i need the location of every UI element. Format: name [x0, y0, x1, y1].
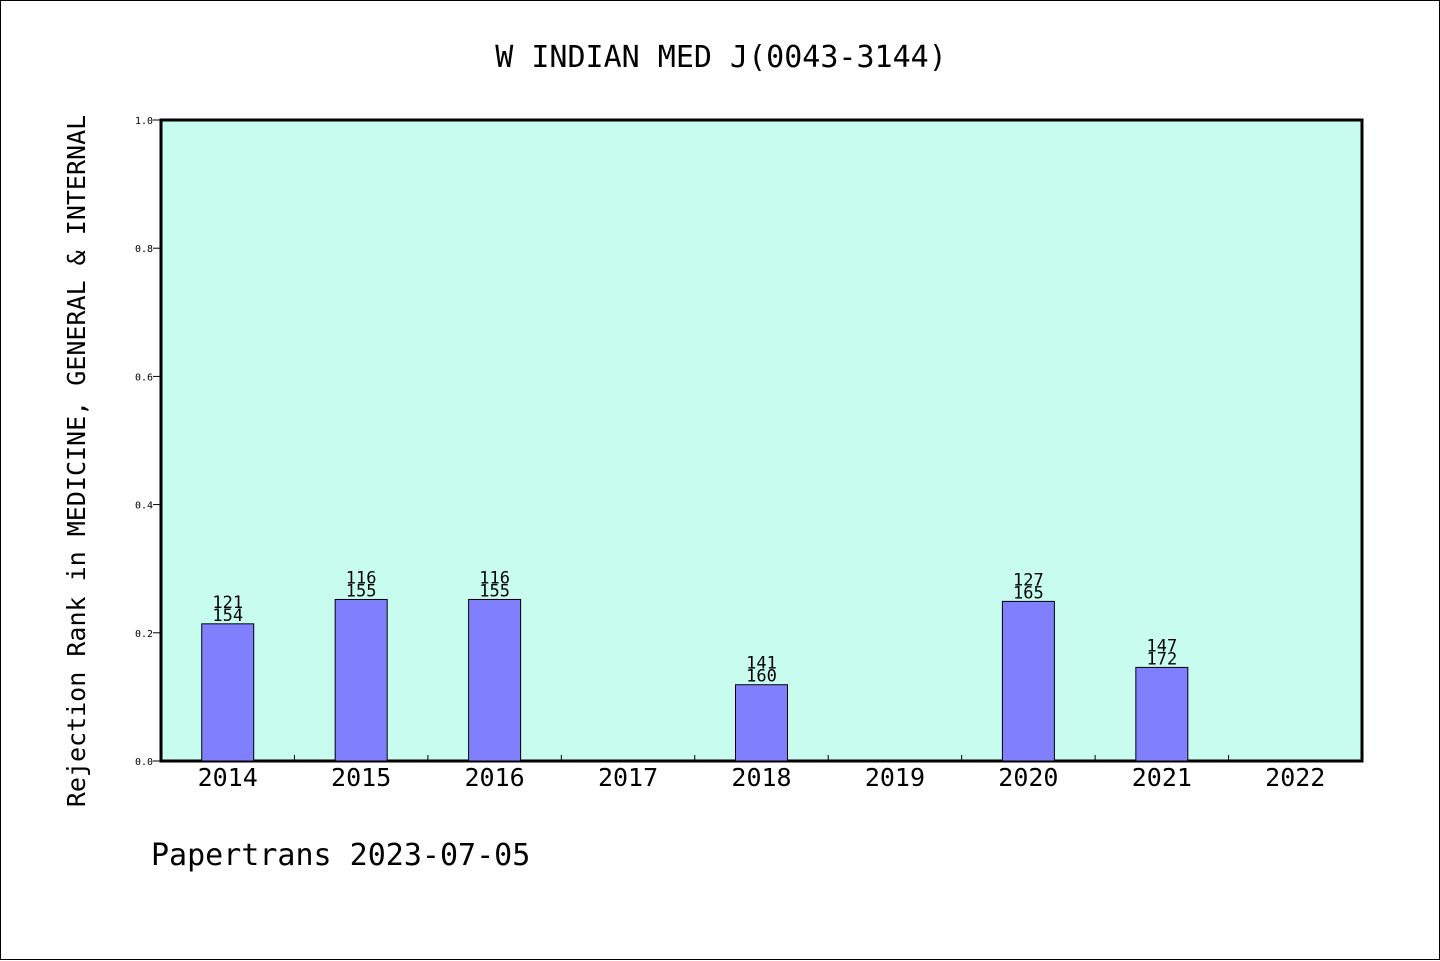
y-tick-label: 0.0: [135, 757, 153, 768]
bar-label-top: 147: [1146, 636, 1177, 656]
bar-label-top: 121: [212, 593, 243, 613]
y-tick-label: 0.6: [135, 372, 153, 383]
bar: [1135, 666, 1189, 762]
x-axis: 2014 2015 2016 2017 2018 2019 2020 2021 2022: [198, 755, 1325, 792]
y-tick-label: 1.0: [135, 116, 153, 127]
bar-label-top: 141: [746, 654, 777, 674]
x-tick-label: 2016: [465, 763, 525, 792]
y-tick-label: 0.2: [135, 629, 153, 640]
bar-label-bottom: 155: [346, 581, 377, 601]
bar: [334, 598, 388, 762]
x-tick-label: 2019: [865, 763, 925, 792]
bar: [1001, 600, 1055, 762]
footer-text: Papertrans 2023-07-05: [151, 838, 530, 873]
x-tick-label: 2021: [1132, 763, 1192, 792]
bar: [468, 598, 522, 762]
x-tick-label: 2022: [1265, 763, 1325, 792]
x-tick-label: 2015: [331, 763, 391, 792]
bar-label-bottom: 160: [746, 667, 777, 687]
bar-label-top: 116: [479, 568, 510, 588]
x-tick-label: 2017: [598, 763, 658, 792]
chart-title: W INDIAN MED J(0043-3144): [495, 40, 947, 75]
x-tick-label: 2020: [998, 763, 1058, 792]
bar-label-bottom: 155: [479, 581, 510, 601]
bar-label-bottom: 165: [1013, 583, 1044, 603]
bar: [201, 623, 255, 762]
bar-label-top: 127: [1013, 570, 1044, 590]
y-axis: 0.0 0.2 0.4 0.6 0.8 1.0: [135, 116, 161, 768]
bar-label-bottom: 172: [1146, 649, 1177, 669]
bar: [735, 684, 788, 762]
y-axis-label: Rejection Rank in MEDICINE, GENERAL & IN…: [62, 115, 91, 807]
bar-label-top: 116: [346, 568, 377, 588]
x-tick-label: 2018: [731, 763, 791, 792]
bar-label-bottom: 154: [212, 606, 243, 626]
x-tick-label: 2014: [198, 763, 258, 792]
y-tick-label: 0.8: [135, 244, 153, 255]
y-tick-label: 0.4: [135, 501, 153, 512]
